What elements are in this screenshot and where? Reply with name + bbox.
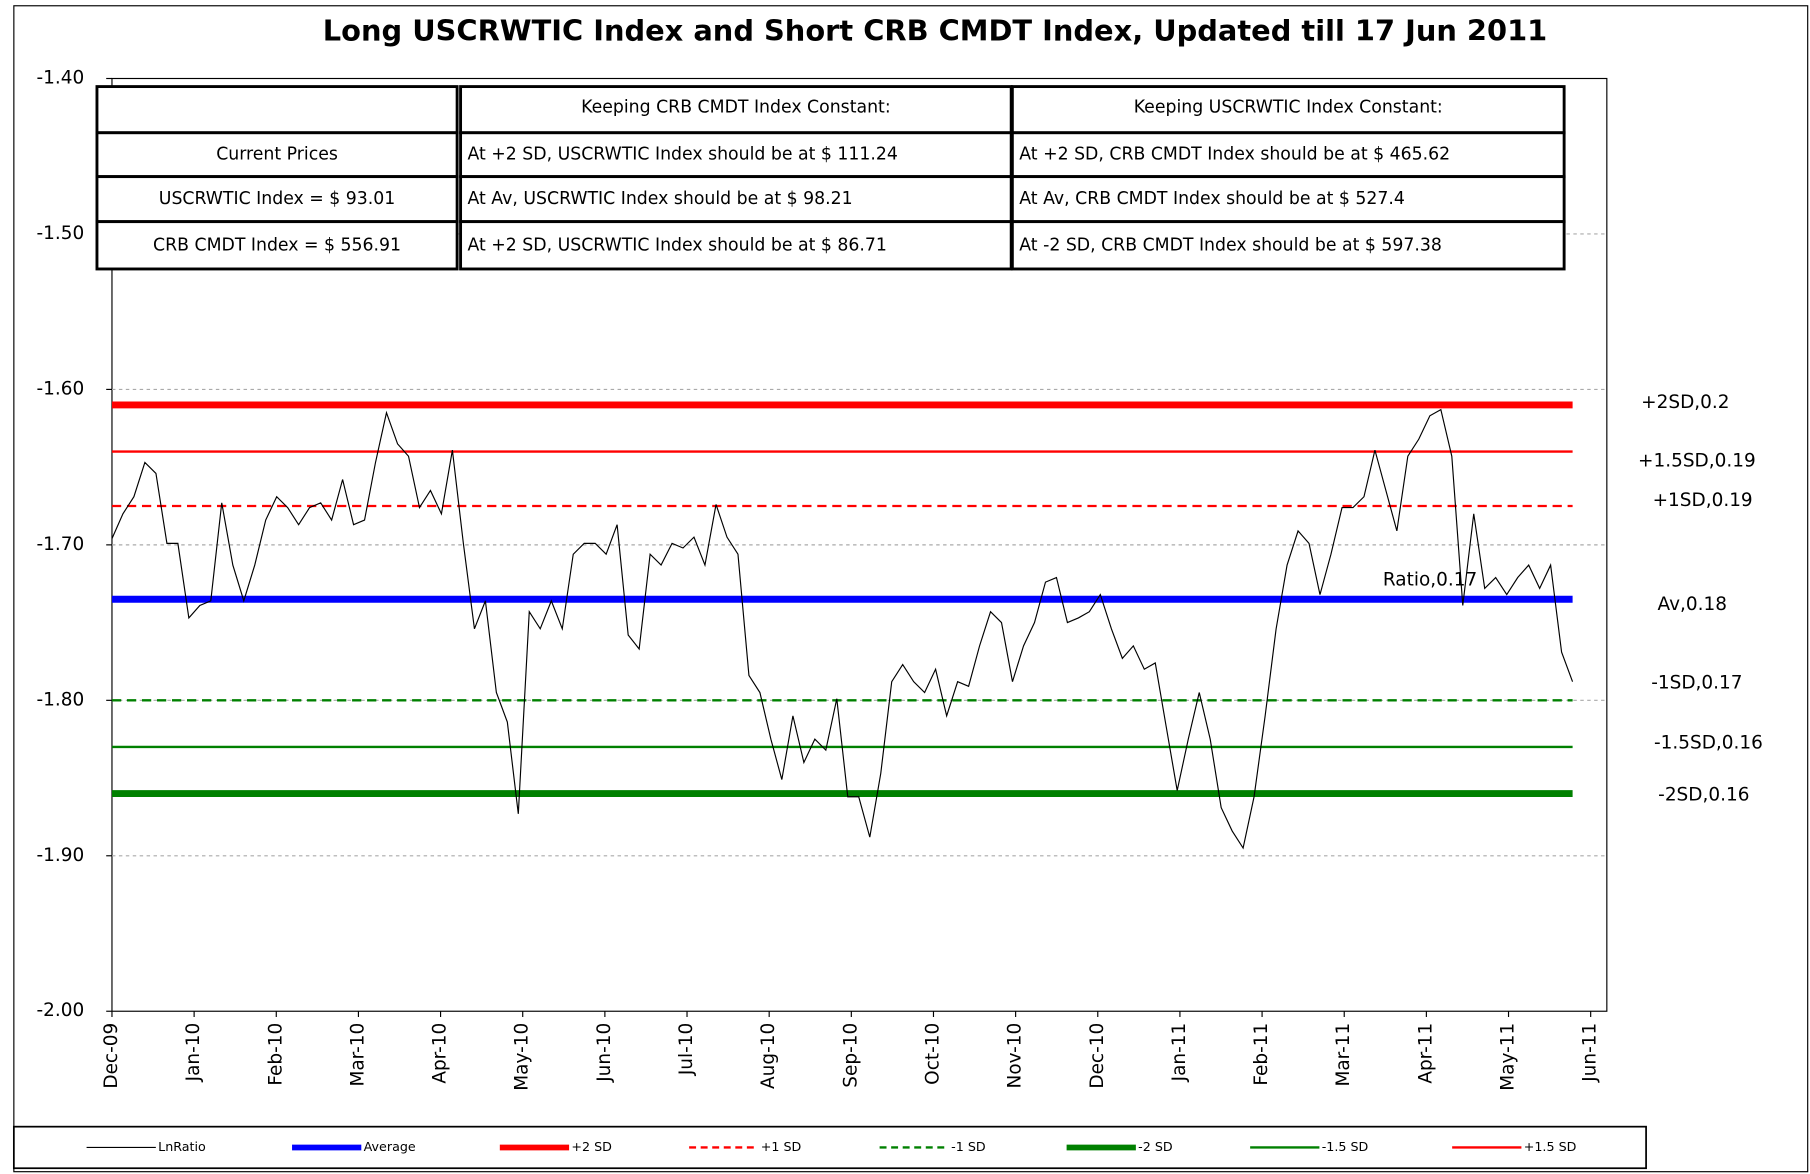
annotation: +1.5SD,0.19 — [1638, 451, 1756, 472]
legend-label: +1.5 SD — [1524, 1139, 1577, 1154]
y-tick-label: -1.90 — [37, 845, 85, 866]
table-cell — [459, 85, 1013, 135]
table-cell — [1010, 220, 1566, 271]
legend-label: +2 SD — [571, 1139, 612, 1154]
legend-box — [12, 1125, 1647, 1170]
x-tick-label: Jul-10 — [676, 1023, 697, 1076]
y-tick-label: -1.80 — [37, 689, 85, 710]
annotation: -2SD,0.16 — [1658, 784, 1749, 805]
legend-label: -2 SD — [1138, 1139, 1173, 1154]
table-cell-text: At -2 SD, CRB CMDT Index should be at $ … — [1019, 235, 1442, 255]
annotation: -1SD,0.17 — [1651, 672, 1742, 693]
x-tick-label: Oct-10 — [922, 1023, 943, 1085]
legend-label: Average — [364, 1139, 416, 1154]
x-tick-label: May-11 — [1498, 1023, 1519, 1091]
table-cell — [95, 85, 459, 135]
table-cell — [95, 220, 459, 271]
table-cell — [1010, 175, 1566, 224]
table-cell — [1010, 131, 1566, 179]
annotation: Ratio,0.17 — [1383, 570, 1477, 591]
table-cell — [459, 220, 1013, 271]
x-tick-label: Feb-11 — [1251, 1023, 1272, 1086]
y-tick-label: -2.00 — [37, 1000, 85, 1021]
x-tick-label: Sep-10 — [840, 1023, 861, 1088]
ratio-line — [111, 408, 1574, 850]
table-header: Keeping USCRWTIC Index Constant: — [1134, 97, 1443, 117]
table-cell-text: At Av, USCRWTIC Index should be at $ 98.… — [468, 189, 853, 209]
x-tick-label: Mar-10 — [347, 1023, 368, 1087]
y-tick-label: -1.50 — [37, 223, 85, 244]
x-tick-label: Dec-09 — [101, 1023, 122, 1089]
legend-label: -1.5 SD — [1322, 1139, 1369, 1154]
table-cell — [1010, 85, 1566, 135]
table-cell-text: USCRWTIC Index = $ 93.01 — [159, 189, 396, 209]
annotation: +1SD,0.19 — [1653, 490, 1753, 511]
table-cell-text: At +2 SD, USCRWTIC Index should be at $ … — [468, 145, 898, 165]
annotation: +2SD,0.2 — [1641, 392, 1729, 413]
table-cell-text: At +2 SD, USCRWTIC Index should be at $ … — [468, 235, 887, 255]
annotation: -1.5SD,0.16 — [1654, 732, 1763, 753]
table-cell-text: At +2 SD, CRB CMDT Index should be at $ … — [1019, 145, 1450, 165]
x-tick-label: Jun-11 — [1580, 1023, 1601, 1083]
x-tick-label: Jun-10 — [594, 1023, 615, 1083]
legend-label: -1 SD — [951, 1139, 986, 1154]
x-tick-label: May-10 — [512, 1023, 533, 1091]
x-tick-label: Nov-10 — [1005, 1023, 1026, 1089]
legend-label: +1 SD — [761, 1139, 802, 1154]
table-cell-text: Current Prices — [216, 145, 338, 165]
chart-title: Long USCRWTIC Index and Short CRB CMDT I… — [323, 13, 1547, 47]
y-tick-label: -1.40 — [37, 67, 85, 88]
table-cell — [459, 131, 1013, 179]
x-tick-label: Apr-11 — [1415, 1023, 1436, 1084]
table-cell-text: At Av, CRB CMDT Index should be at $ 527… — [1019, 189, 1405, 209]
x-tick-label: Dec-10 — [1087, 1023, 1108, 1089]
y-tick-label: -1.60 — [37, 378, 85, 399]
x-tick-label: Apr-10 — [430, 1023, 451, 1084]
x-tick-label: Feb-10 — [265, 1023, 286, 1086]
y-tick-label: -1.70 — [37, 534, 85, 555]
legend-label: LnRatio — [158, 1139, 206, 1154]
x-tick-label: Jan-11 — [1169, 1023, 1190, 1083]
x-tick-label: Aug-10 — [758, 1023, 779, 1089]
table-header: Keeping CRB CMDT Index Constant: — [581, 97, 891, 117]
price-table: Keeping CRB CMDT Index Constant: Keeping … — [95, 85, 1566, 271]
x-tick-label: Jan-10 — [183, 1023, 204, 1083]
table-cell-text: CRB CMDT Index = $ 556.91 — [153, 235, 401, 255]
annotation: Av,0.18 — [1658, 594, 1727, 615]
x-tick-label: Mar-11 — [1333, 1023, 1354, 1087]
